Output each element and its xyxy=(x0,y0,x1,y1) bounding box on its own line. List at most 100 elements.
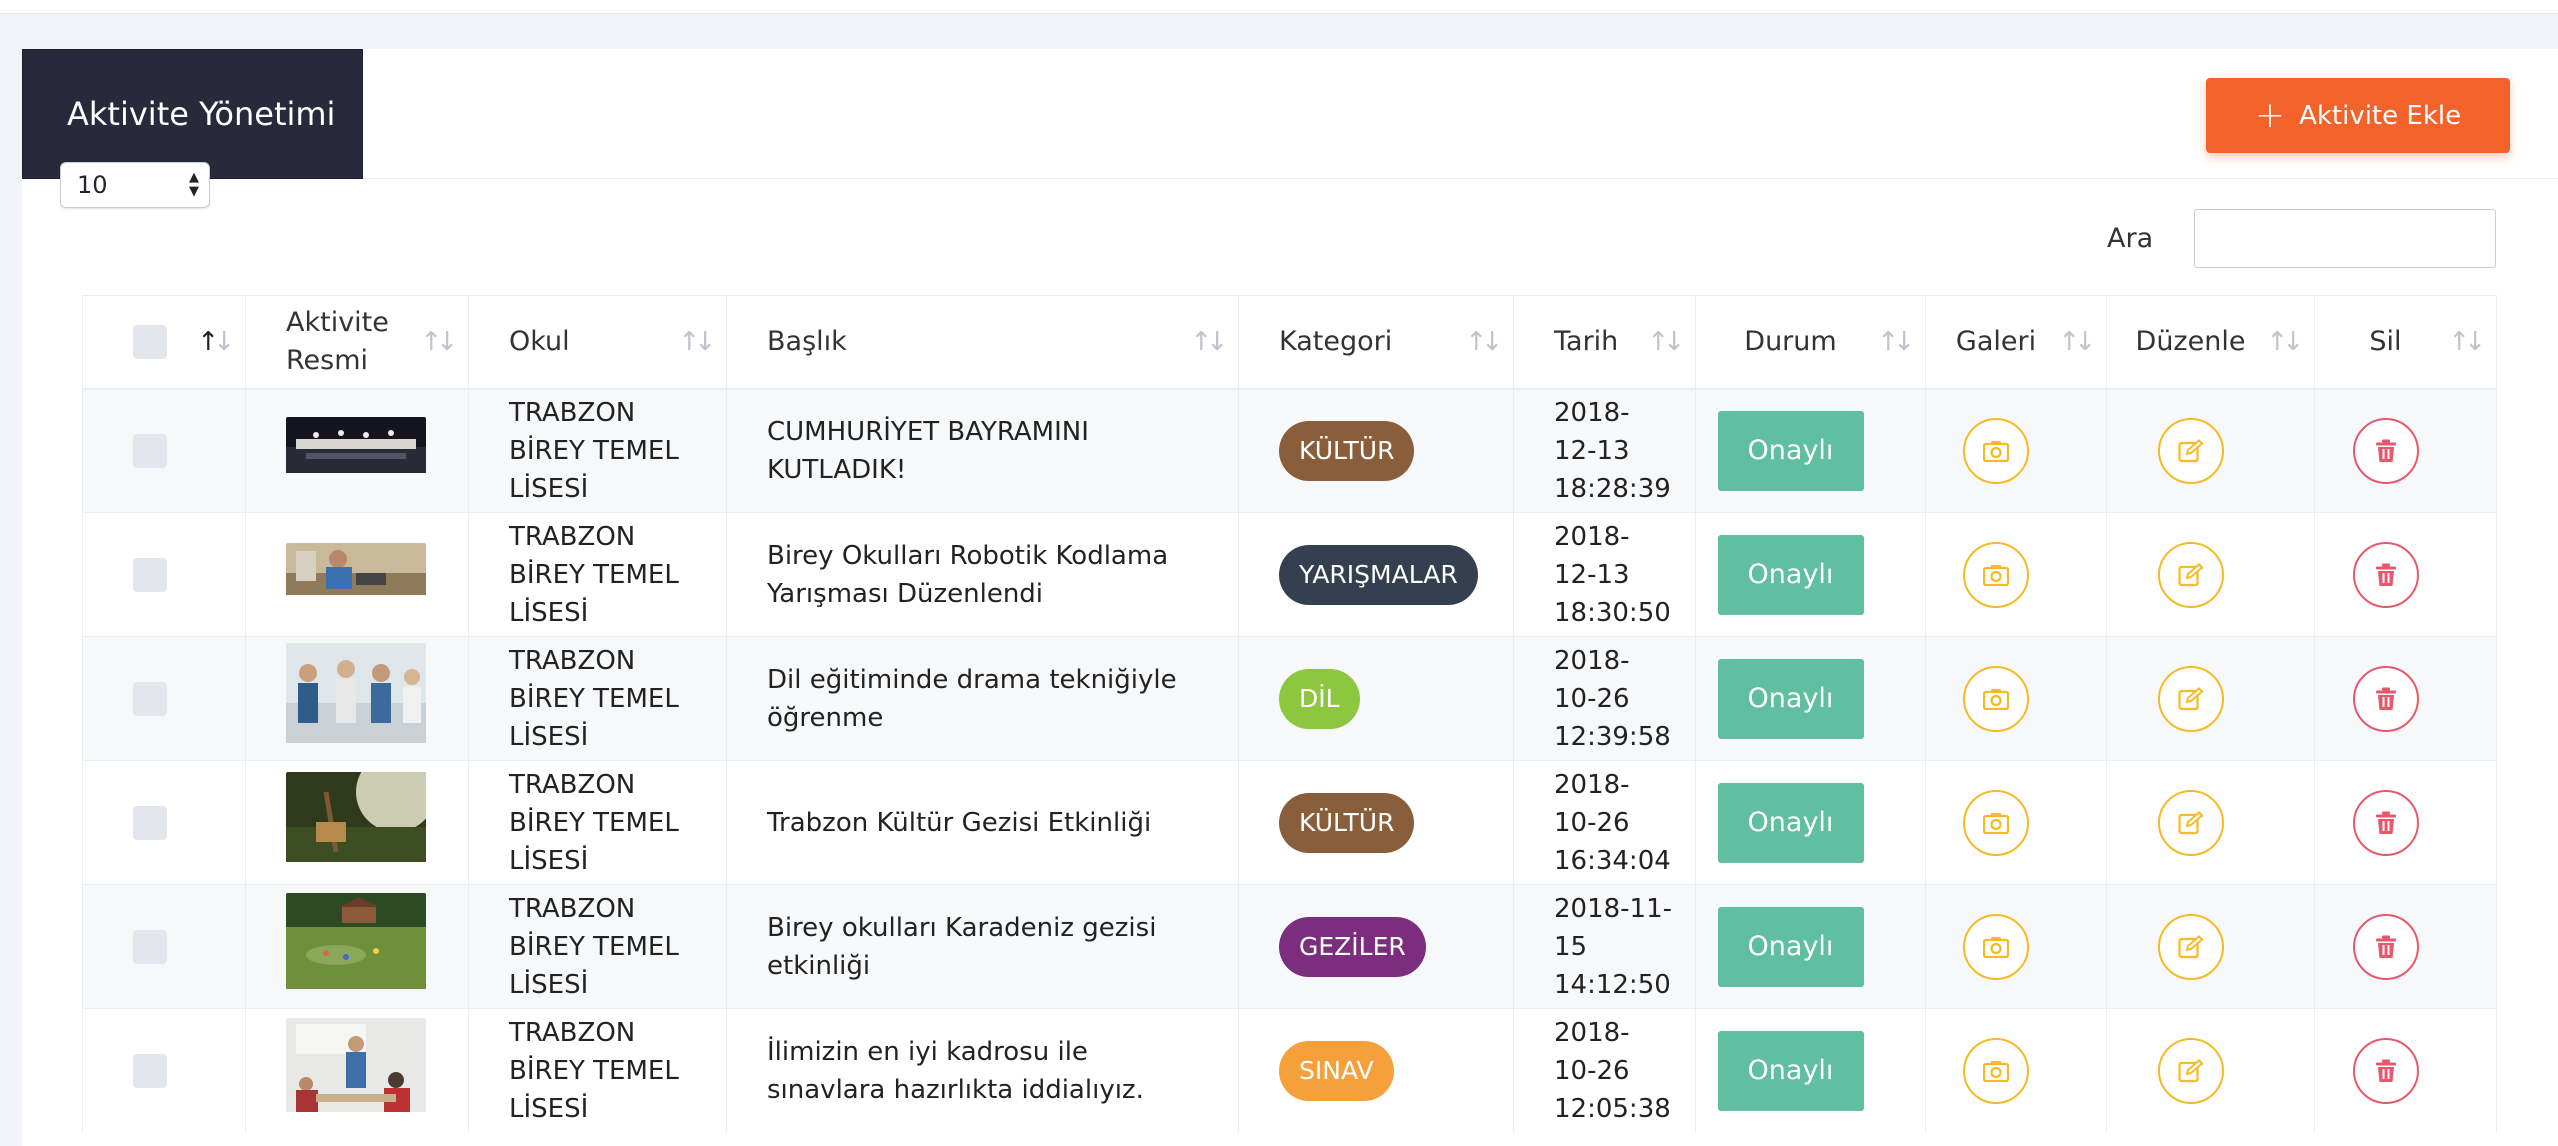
date-line: 12:05:38 xyxy=(1554,1093,1671,1124)
sort-icon[interactable]: ↑↓ xyxy=(2058,326,2095,357)
gallery-button[interactable] xyxy=(1963,417,2029,484)
activity-image[interactable] xyxy=(286,417,426,484)
row-school-cell: TRABZON BİREY TEMEL LİSESİ xyxy=(468,388,727,513)
school-line: BİREY TEMEL xyxy=(509,1055,679,1086)
row-edit-cell xyxy=(2106,884,2315,1009)
edit-button[interactable] xyxy=(2157,417,2224,484)
activity-image[interactable] xyxy=(286,543,426,606)
status-button[interactable]: Onaylı xyxy=(1717,782,1864,863)
select-all-header[interactable]: ↑↓ xyxy=(82,295,246,390)
row-checkbox[interactable] xyxy=(133,930,167,964)
sort-icon[interactable]: ↑↓ xyxy=(1877,326,1914,357)
date-line: 16:34:04 xyxy=(1554,845,1671,876)
category-badge: GEZİLER xyxy=(1279,916,1426,977)
date-line: 2018-11- xyxy=(1554,893,1673,924)
activity-image[interactable] xyxy=(286,1018,426,1123)
add-activity-button[interactable]: + Aktivite Ekle xyxy=(2206,78,2510,153)
sort-icon[interactable]: ↑↓ xyxy=(1190,326,1227,357)
page-length-select[interactable]: 10 ▲ ▼ xyxy=(60,162,210,208)
row-gallery-cell xyxy=(1925,1008,2107,1133)
row-delete-cell xyxy=(2314,1008,2497,1133)
delete-button[interactable] xyxy=(2352,913,2419,980)
sort-icon[interactable]: ↑↓ xyxy=(197,326,235,357)
row-edit-cell xyxy=(2106,760,2315,885)
select-all-checkbox[interactable] xyxy=(133,324,167,359)
row-checkbox[interactable] xyxy=(133,806,167,840)
row-delete-cell xyxy=(2314,512,2497,637)
gallery-button[interactable] xyxy=(1963,1037,2029,1104)
activity-image[interactable] xyxy=(286,643,426,754)
trash-icon xyxy=(2375,811,2396,834)
delete-button[interactable] xyxy=(2352,789,2419,856)
sort-icon[interactable]: ↑↓ xyxy=(678,326,715,357)
status-button[interactable]: Onaylı xyxy=(1717,658,1864,739)
row-school-cell: TRABZON BİREY TEMEL LİSESİ xyxy=(468,884,727,1009)
school-line: TRABZON xyxy=(509,769,636,800)
sort-icon[interactable]: ↑↓ xyxy=(1647,326,1684,357)
column-title-label: Başlık xyxy=(767,326,847,358)
edit-button[interactable] xyxy=(2157,789,2224,856)
status-button[interactable]: Onaylı xyxy=(1717,1030,1864,1111)
delete-button[interactable] xyxy=(2352,1037,2419,1104)
activity-image[interactable] xyxy=(286,772,426,873)
row-checkbox[interactable] xyxy=(133,434,167,469)
column-header-gallery[interactable]: Galeri ↑↓ xyxy=(1925,295,2107,390)
column-delete-label: Sil xyxy=(2369,326,2402,358)
status-button[interactable]: Onaylı xyxy=(1717,906,1864,987)
table-row: TRABZON BİREY TEMEL LİSESİ Trabzon Kültü… xyxy=(82,760,2497,885)
edit-button[interactable] xyxy=(2157,665,2224,732)
trash-icon xyxy=(2375,935,2396,958)
column-gallery-label: Galeri xyxy=(1955,326,2037,358)
gallery-button[interactable] xyxy=(1963,665,2029,732)
row-status-cell: Onaylı xyxy=(1695,636,1926,761)
edit-button[interactable] xyxy=(2157,913,2224,980)
row-delete-cell xyxy=(2314,636,2497,761)
delete-button[interactable] xyxy=(2352,417,2419,484)
status-button[interactable]: Onaylı xyxy=(1717,410,1864,491)
sort-icon[interactable]: ↑↓ xyxy=(420,326,457,357)
camera-icon xyxy=(1983,440,2009,462)
edit-icon xyxy=(2177,1058,2203,1082)
table-row: TRABZON BİREY TEMEL LİSESİ Birey okullar… xyxy=(82,884,2497,1009)
column-header-date[interactable]: Tarih ↑↓ xyxy=(1513,295,1696,390)
card-header: Aktivite Yönetimi + Aktivite Ekle xyxy=(22,49,2558,179)
column-header-title[interactable]: Başlık ↑↓ xyxy=(726,295,1239,390)
activity-image[interactable] xyxy=(286,893,426,1000)
search-input[interactable] xyxy=(2194,209,2496,268)
sort-icon[interactable]: ↑↓ xyxy=(2448,326,2485,357)
row-checkbox[interactable] xyxy=(133,1054,167,1089)
column-header-image[interactable]: Aktivite Resmi ↑↓ xyxy=(245,295,469,390)
column-header-status[interactable]: Durum ↑↓ xyxy=(1695,295,1926,390)
gallery-button[interactable] xyxy=(1963,541,2029,608)
date-line: 12:39:58 xyxy=(1554,721,1671,752)
column-header-school[interactable]: Okul ↑↓ xyxy=(468,295,727,390)
column-header-delete[interactable]: Sil ↑↓ xyxy=(2314,295,2497,390)
row-checkbox[interactable] xyxy=(133,682,167,716)
sort-icon[interactable]: ↑↓ xyxy=(2266,326,2303,357)
row-status-cell: Onaylı xyxy=(1695,512,1926,637)
delete-button[interactable] xyxy=(2352,541,2419,608)
column-header-category[interactable]: Kategori ↑↓ xyxy=(1238,295,1514,390)
edit-icon xyxy=(2177,438,2203,462)
row-image-cell xyxy=(245,1008,469,1133)
column-header-edit[interactable]: Düzenle ↑↓ xyxy=(2106,295,2315,390)
column-category-label: Kategori xyxy=(1279,326,1393,358)
row-school-cell: TRABZON BİREY TEMEL LİSESİ xyxy=(468,636,727,761)
trash-icon xyxy=(2375,1059,2396,1082)
edit-button[interactable] xyxy=(2157,1037,2224,1104)
gallery-button[interactable] xyxy=(1963,913,2029,980)
row-delete-cell xyxy=(2314,388,2497,513)
category-badge: DİL xyxy=(1279,668,1360,729)
school-line: BİREY TEMEL xyxy=(509,931,679,962)
school-line: BİREY TEMEL xyxy=(509,807,679,838)
row-select-cell xyxy=(82,636,246,761)
status-button[interactable]: Onaylı xyxy=(1717,534,1864,615)
category-badge: KÜLTÜR xyxy=(1279,792,1415,853)
gallery-button[interactable] xyxy=(1963,789,2029,856)
row-school-cell: TRABZON BİREY TEMEL LİSESİ xyxy=(468,512,727,637)
delete-button[interactable] xyxy=(2352,665,2419,732)
row-checkbox[interactable] xyxy=(133,558,167,592)
edit-button[interactable] xyxy=(2157,541,2224,608)
sort-icon[interactable]: ↑↓ xyxy=(1465,326,1502,357)
row-school-cell: TRABZON BİREY TEMEL LİSESİ xyxy=(468,1008,727,1133)
